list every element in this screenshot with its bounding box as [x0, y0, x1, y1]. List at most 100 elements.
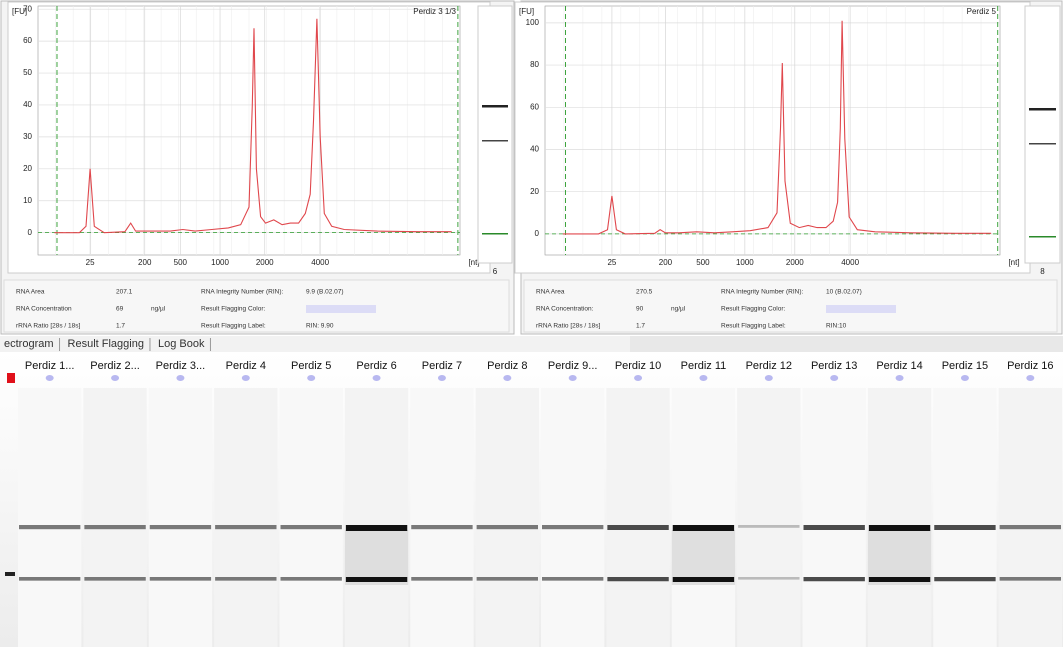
band-18s — [477, 577, 538, 581]
y-tick-label: 30 — [23, 132, 32, 141]
y-tick-label: 0 — [28, 228, 33, 237]
info-unit: ng/µl — [671, 306, 686, 313]
band-18s — [84, 577, 145, 581]
y-tick-label: 10 — [23, 196, 32, 205]
lane-label[interactable]: Perdiz 15 — [942, 360, 988, 372]
gel-strip — [1025, 6, 1060, 263]
lane-dot — [830, 375, 838, 381]
flag-color — [826, 305, 896, 313]
band-18s — [869, 577, 930, 582]
lane-bg — [672, 388, 735, 647]
lane-smear — [345, 530, 408, 585]
lane-label[interactable]: Perdiz 11 — [681, 360, 727, 372]
tab[interactable]: Result Flagging — [68, 338, 144, 350]
lane-label[interactable]: Perdiz 1... — [25, 360, 75, 372]
band-18s — [411, 577, 472, 581]
lane-label[interactable]: Perdiz 4 — [226, 360, 266, 372]
lane-number: 6 — [493, 267, 498, 276]
y-tick-label: 20 — [23, 164, 32, 173]
y-axis-label: [FU] — [12, 7, 27, 16]
lane-bg — [345, 388, 408, 647]
info-label: RNA Integrity Number (RIN): — [721, 289, 804, 296]
lane-label[interactable]: Perdiz 2... — [90, 360, 140, 372]
y-tick-label: 40 — [530, 145, 539, 154]
lane-dot — [111, 375, 119, 381]
lane-bg — [999, 388, 1062, 647]
info-label: Result Flagging Color: — [721, 306, 786, 313]
lane-bg — [803, 388, 866, 647]
lane-dot — [176, 375, 184, 381]
band-28s — [869, 525, 930, 531]
lane-dot — [634, 375, 642, 381]
band-18s — [934, 577, 995, 581]
info-value: 90 — [636, 306, 644, 313]
band-28s — [738, 525, 799, 528]
tab[interactable]: Log Book — [158, 338, 205, 350]
y-tick-label: 50 — [23, 68, 32, 77]
lane-bg — [214, 388, 277, 647]
y-axis-label: [FU] — [519, 7, 534, 16]
lane-bg — [476, 388, 539, 647]
gel-band — [482, 233, 508, 235]
tab-bar-right — [630, 336, 1063, 352]
band-28s — [411, 525, 472, 529]
band-28s — [607, 525, 668, 530]
lane-label[interactable]: Perdiz 9... — [548, 360, 598, 372]
info-label: RNA Concentration — [16, 306, 72, 313]
band-28s — [542, 525, 603, 529]
x-tick-label: 500 — [696, 258, 710, 267]
lane-label[interactable]: Perdiz 8 — [487, 360, 527, 372]
lane-dot — [46, 375, 54, 381]
x-tick-label: 4000 — [311, 258, 329, 267]
lane-label[interactable]: Perdiz 6 — [356, 360, 396, 372]
x-tick-label: 200 — [138, 258, 152, 267]
lane-bg — [83, 388, 146, 647]
band-28s — [346, 525, 407, 531]
lane-dot — [896, 375, 904, 381]
screenshot: 01020304050607025200500100020004000[FU]P… — [0, 0, 1063, 647]
gel-band — [1029, 236, 1056, 238]
info-value: 1.7 — [116, 323, 125, 330]
y-tick-label: 0 — [535, 229, 540, 238]
x-tick-label: 1000 — [211, 258, 229, 267]
lane-smear — [868, 530, 931, 585]
y-tick-label: 100 — [526, 18, 540, 27]
x-tick-label: 1000 — [736, 258, 754, 267]
lane-label[interactable]: Perdiz 12 — [746, 360, 792, 372]
lane-dot — [307, 375, 315, 381]
gel-band — [482, 140, 508, 142]
info-value: 9.9 (B.02.07) — [306, 289, 344, 296]
lane-label[interactable]: Perdiz 5 — [291, 360, 331, 372]
lane-label[interactable]: Perdiz 10 — [615, 360, 661, 372]
lane-bg — [541, 388, 604, 647]
lane-label[interactable]: Perdiz 14 — [876, 360, 922, 372]
lane-label[interactable]: Perdiz 16 — [1007, 360, 1053, 372]
x-tick-label: 25 — [607, 258, 616, 267]
band-18s — [804, 577, 865, 581]
tab[interactable]: ectrogram — [4, 338, 54, 350]
info-label: Result Flagging Label: — [721, 323, 786, 330]
band-28s — [215, 525, 276, 529]
band-18s — [1000, 577, 1061, 581]
info-unit: ng/µl — [151, 306, 166, 313]
lane-dot — [438, 375, 446, 381]
lane-label[interactable]: Perdiz 3... — [156, 360, 206, 372]
info-label: RNA Area — [536, 289, 565, 296]
band-18s — [281, 577, 342, 581]
info-label: Result Flagging Color: — [201, 306, 266, 313]
x-tick-label: 2000 — [256, 258, 274, 267]
x-tick-label: 4000 — [841, 258, 859, 267]
lane-label[interactable]: Perdiz 7 — [422, 360, 462, 372]
band-28s — [84, 525, 145, 529]
lane-label[interactable]: Perdiz 13 — [811, 360, 857, 372]
lane-dot — [961, 375, 969, 381]
chart-title: Perdiz 5 — [967, 7, 997, 16]
info-value: RIN:10 — [826, 323, 847, 330]
info-value: RIN: 9.90 — [306, 323, 334, 330]
band-18s — [19, 577, 80, 581]
gel-band — [1029, 143, 1056, 145]
y-tick-label: 20 — [530, 187, 539, 196]
info-label: RNA Integrity Number (RIN): — [201, 289, 284, 296]
band-28s — [477, 525, 538, 529]
band-28s — [804, 525, 865, 530]
